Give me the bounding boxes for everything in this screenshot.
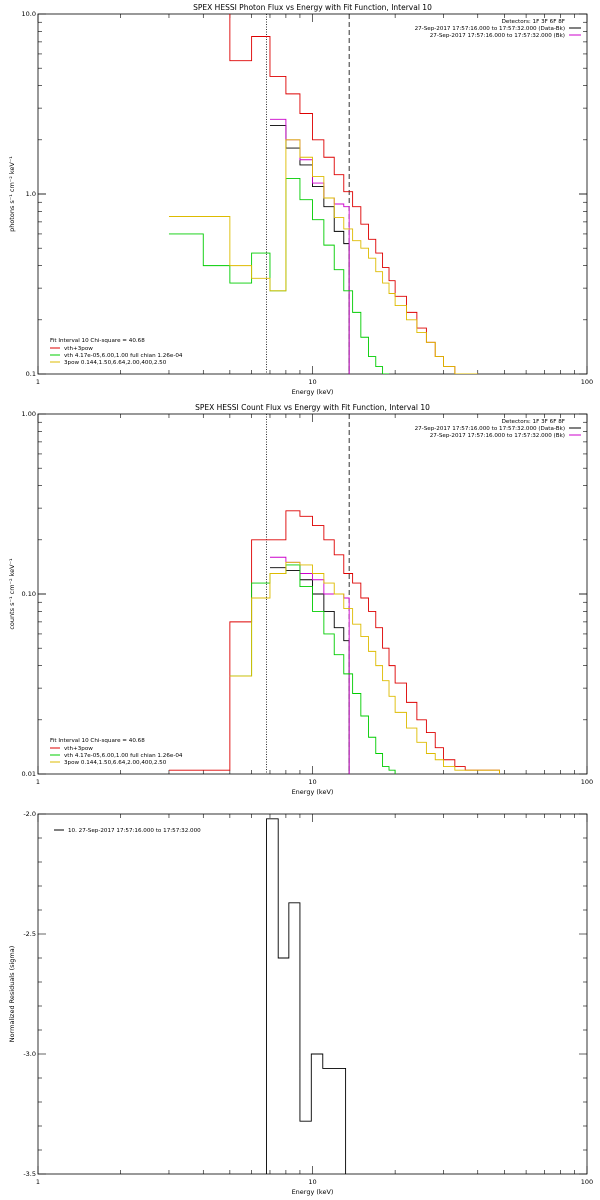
legend-entry: 27-Sep-2017 17:57:16.000 to 17:57:32.000…: [415, 26, 565, 32]
plot-frame: [37, 813, 588, 1175]
legend-entry: Detectors: 1F 3F 6F 8F: [502, 19, 565, 25]
x-tick-label: 10: [308, 1178, 316, 1186]
x-tick-label: 1: [36, 378, 40, 386]
panel-1: 1 10 100 0.1 1.0 10.0 SPEX HESSI Photon Flux v…: [8, 3, 593, 396]
x-tick-label: 1: [36, 778, 40, 786]
legend-entry: vth 4.17e-05,6.00,1.00 full chian 1.26e-…: [64, 353, 183, 359]
y-tick-label: 0.10: [22, 590, 36, 598]
y-tick-label: 1.00: [22, 410, 36, 418]
legend-entry: vth+3pow: [64, 746, 93, 752]
legend-entry: 3pow 0.144,1.50,6.64,2.00,400,2.50: [64, 760, 167, 766]
series-1-line: [229, 14, 478, 374]
series-2-line: [269, 567, 350, 774]
legend-entry: Detectors: 1F 3F 6F 8F: [502, 419, 565, 425]
y-tick-label: 0.01: [22, 770, 36, 778]
legend-entry: vth 4.17e-05,6.00,1.00 full chian 1.26e-…: [64, 753, 183, 759]
x-tick-label: 100: [581, 1178, 593, 1186]
legend-entry: 27-Sep-2017 17:57:16.000 to 17:57:32.000…: [430, 433, 565, 439]
panel-2: 1 10 100 0.01 0.10 1.00 SPEX HESSI Count Flux …: [8, 403, 593, 796]
y-tick-label: 10.0: [22, 10, 36, 18]
x-tick-label: 10: [308, 378, 316, 386]
panel-3: 1 10 100 -3.5 -3.0 -2.5 -2.0 Energy (keV) Normal…: [8, 810, 593, 1196]
y-tick-label: 1.0: [26, 190, 36, 198]
series-2-line: [269, 125, 350, 374]
x-tick-label: 100: [581, 778, 593, 786]
series-5-line: [229, 561, 500, 774]
x-tick-label: 1: [36, 1178, 40, 1186]
fit-info-header: Fit Interval 10 Chi-square = 40.68: [50, 738, 145, 744]
x-axis-label: Energy (keV): [292, 1188, 334, 1196]
plot-area: [168, 14, 478, 374]
y-tick-label: -3.0: [23, 1050, 36, 1058]
series-4-line: [168, 178, 390, 374]
legend-entry: vth+3pow: [64, 346, 93, 352]
y-tick-label: -2.0: [23, 810, 36, 818]
y-tick-label: -2.5: [23, 930, 36, 938]
series-1-line: [266, 818, 347, 1174]
series-4-line: [229, 564, 396, 774]
series-3-line: [269, 556, 350, 774]
series-1-line: [168, 510, 500, 774]
plot-frame: [37, 13, 588, 375]
chart-title: SPEX HESSI Photon Flux vs Energy with Fi…: [193, 3, 432, 12]
y-tick-label: -3.5: [23, 1170, 36, 1178]
legend-entry: 27-Sep-2017 17:57:16.000 to 17:57:32.000…: [415, 426, 565, 432]
y-axis-label: photons s⁻¹ cm⁻² keV⁻¹: [8, 156, 16, 232]
y-tick-label: 0.1: [26, 370, 36, 378]
legend-entry: 10. 27-Sep-2017 17:57:16.000 to 17:57:32…: [68, 828, 201, 834]
y-axis-label: Normalized Residuals (sigma): [8, 946, 16, 1043]
plot-area: [168, 414, 500, 774]
chart-title: SPEX HESSI Count Flux vs Energy with Fit…: [195, 403, 430, 412]
x-axis-label: Energy (keV): [292, 788, 334, 796]
fit-info-header: Fit Interval 10 Chi-square = 40.68: [50, 338, 145, 344]
y-axis-label: counts s⁻¹ cm⁻² keV⁻¹: [8, 558, 16, 630]
series-5-line: [168, 139, 478, 374]
legend-entry: 27-Sep-2017 17:57:16.000 to 17:57:32.000…: [430, 33, 565, 39]
x-tick-label: 10: [308, 778, 316, 786]
x-tick-label: 100: [581, 378, 593, 386]
legend-entry: 3pow 0.144,1.50,6.64,2.00,400,2.50: [64, 360, 167, 366]
x-axis-label: Energy (keV): [292, 388, 334, 396]
plot-area: [266, 818, 347, 1174]
